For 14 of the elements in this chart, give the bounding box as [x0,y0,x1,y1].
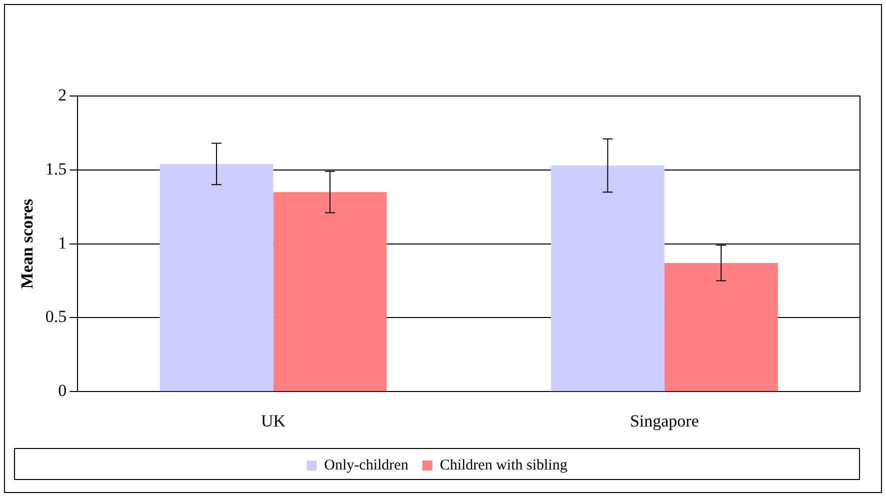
bar [273,192,387,392]
y-tick-label: 0 [58,381,67,400]
y-tick-label: 0.5 [45,307,67,326]
y-axis-title: Mean scores [18,198,37,289]
bar [550,165,664,392]
bar [664,263,778,392]
y-tick-label: 2 [58,85,67,104]
x-tick-label: UK [260,411,286,430]
legend-label: Children with sibling [440,457,568,474]
x-tick-label: Singapore [630,411,699,430]
bar [160,164,274,392]
legend-label: Only-children [324,457,409,474]
y-tick-label: 1.5 [45,159,67,178]
y-tick-label: 1 [58,233,67,252]
